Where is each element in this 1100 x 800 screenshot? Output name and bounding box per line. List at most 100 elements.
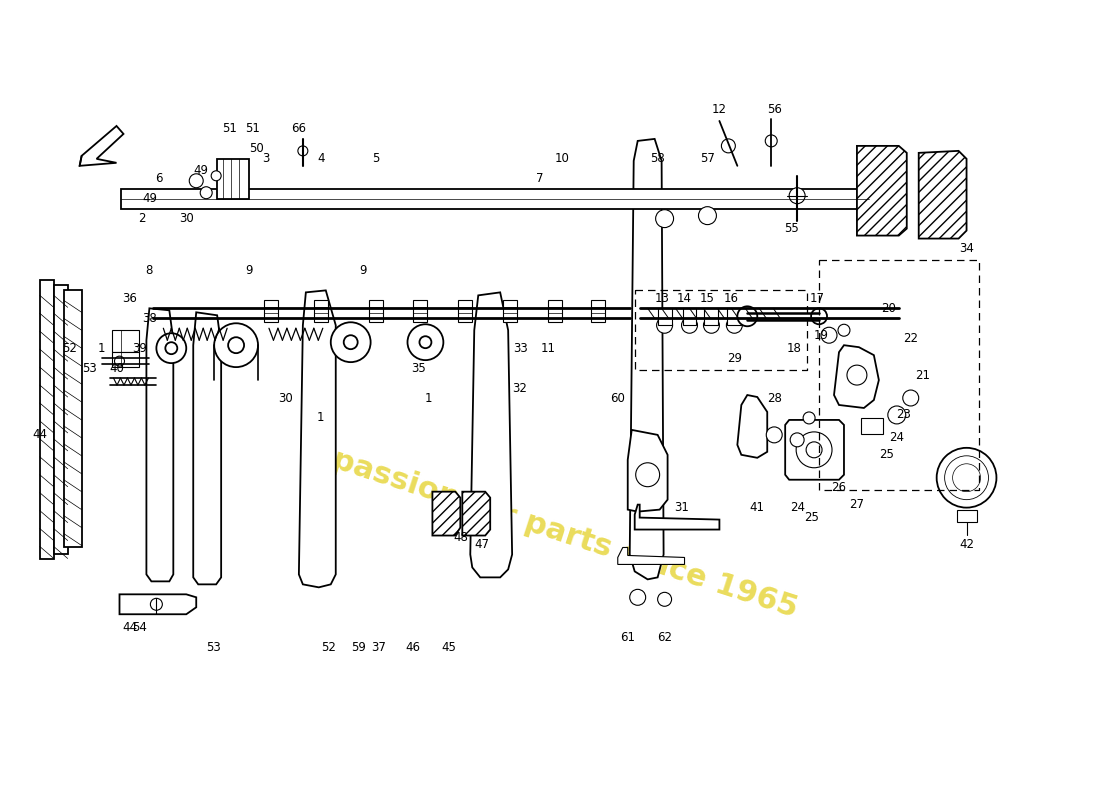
Text: 5: 5 xyxy=(372,152,379,166)
Text: 14: 14 xyxy=(676,292,692,305)
Text: 53: 53 xyxy=(82,362,97,374)
Polygon shape xyxy=(471,292,513,578)
Text: 1: 1 xyxy=(317,411,324,425)
Text: 50: 50 xyxy=(249,142,263,155)
Text: 17: 17 xyxy=(810,292,825,305)
Text: 30: 30 xyxy=(179,212,194,225)
Polygon shape xyxy=(120,594,196,614)
Text: 18: 18 xyxy=(786,342,802,354)
Circle shape xyxy=(189,174,204,188)
Text: 66: 66 xyxy=(292,122,307,135)
Text: 52: 52 xyxy=(63,342,77,354)
Text: 35: 35 xyxy=(411,362,426,374)
Text: 7: 7 xyxy=(537,172,543,186)
Text: 13: 13 xyxy=(654,292,669,305)
Text: 16: 16 xyxy=(724,292,739,305)
Bar xyxy=(111,352,140,367)
Circle shape xyxy=(737,306,757,326)
Text: 60: 60 xyxy=(610,391,625,405)
Bar xyxy=(111,330,140,352)
Bar xyxy=(591,300,605,322)
Text: 19: 19 xyxy=(814,329,828,342)
Circle shape xyxy=(656,210,673,228)
Text: 37: 37 xyxy=(371,641,386,654)
Bar xyxy=(727,308,741,326)
Bar xyxy=(414,300,428,322)
Text: 23: 23 xyxy=(896,409,911,422)
Text: 52: 52 xyxy=(321,641,337,654)
Text: 51: 51 xyxy=(245,122,261,135)
Text: 44: 44 xyxy=(32,428,47,442)
Bar xyxy=(459,300,472,322)
Text: 8: 8 xyxy=(145,264,153,277)
Polygon shape xyxy=(432,492,460,535)
Polygon shape xyxy=(146,308,174,582)
Text: 55: 55 xyxy=(784,222,799,235)
Circle shape xyxy=(945,456,989,500)
Text: 20: 20 xyxy=(881,302,896,315)
Text: 36: 36 xyxy=(122,292,136,305)
Text: 32: 32 xyxy=(513,382,528,394)
Text: 49: 49 xyxy=(194,164,209,178)
Bar xyxy=(314,300,328,322)
Polygon shape xyxy=(635,505,719,530)
Text: 9: 9 xyxy=(245,264,253,277)
Text: 46: 46 xyxy=(405,641,420,654)
Bar xyxy=(682,308,696,326)
Text: 12: 12 xyxy=(712,102,727,115)
Circle shape xyxy=(636,462,660,486)
Circle shape xyxy=(796,432,832,468)
Text: 56: 56 xyxy=(767,102,782,115)
Text: 51: 51 xyxy=(222,122,236,135)
Circle shape xyxy=(343,335,358,349)
Text: 4: 4 xyxy=(317,152,324,166)
Polygon shape xyxy=(121,189,869,209)
Polygon shape xyxy=(918,151,967,238)
Circle shape xyxy=(156,334,186,363)
Text: 40: 40 xyxy=(109,362,124,374)
Circle shape xyxy=(228,338,244,353)
Polygon shape xyxy=(785,420,844,480)
Bar xyxy=(658,308,672,326)
Bar xyxy=(548,300,562,322)
Circle shape xyxy=(419,336,431,348)
Polygon shape xyxy=(299,290,336,587)
Circle shape xyxy=(682,318,697,334)
Circle shape xyxy=(888,406,905,424)
Circle shape xyxy=(298,146,308,156)
Polygon shape xyxy=(628,430,668,512)
Text: 9: 9 xyxy=(359,264,366,277)
Text: 62: 62 xyxy=(657,630,672,644)
Circle shape xyxy=(767,427,782,443)
Text: 44: 44 xyxy=(122,621,138,634)
Polygon shape xyxy=(618,547,684,565)
Bar xyxy=(217,159,249,198)
Text: 1: 1 xyxy=(98,342,106,354)
Bar xyxy=(368,300,383,322)
Circle shape xyxy=(811,308,827,324)
Polygon shape xyxy=(54,286,68,554)
Text: 41: 41 xyxy=(750,501,764,514)
Text: 1: 1 xyxy=(425,391,432,405)
Circle shape xyxy=(658,592,672,606)
Circle shape xyxy=(722,139,736,153)
Text: a passion for parts since 1965: a passion for parts since 1965 xyxy=(299,436,801,623)
Text: 33: 33 xyxy=(513,342,528,354)
Text: 54: 54 xyxy=(132,621,147,634)
Polygon shape xyxy=(462,492,491,535)
Polygon shape xyxy=(79,126,123,166)
Text: 45: 45 xyxy=(441,641,455,654)
Text: 61: 61 xyxy=(620,630,635,644)
Text: 24: 24 xyxy=(790,501,804,514)
Text: 34: 34 xyxy=(959,242,974,255)
Text: 57: 57 xyxy=(700,152,715,166)
Circle shape xyxy=(331,322,371,362)
Circle shape xyxy=(214,323,258,367)
Polygon shape xyxy=(40,281,54,559)
Text: 38: 38 xyxy=(142,312,157,325)
Text: 25: 25 xyxy=(804,511,818,524)
Circle shape xyxy=(657,318,672,334)
Polygon shape xyxy=(194,312,221,584)
Circle shape xyxy=(211,170,221,181)
Text: 59: 59 xyxy=(351,641,366,654)
